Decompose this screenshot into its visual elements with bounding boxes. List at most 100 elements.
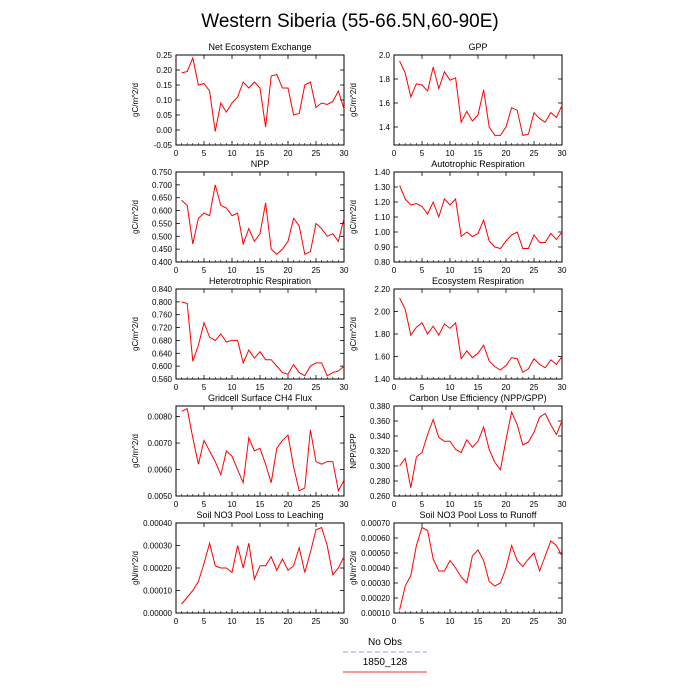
panel-title: Autotrophic Respiration bbox=[431, 159, 525, 169]
y-tick-label: 0.10 bbox=[156, 96, 172, 105]
x-tick-label: 30 bbox=[340, 149, 349, 158]
x-tick-label: 5 bbox=[420, 383, 425, 392]
y-tick-label: 0.600 bbox=[152, 362, 173, 371]
panel-title: Net Ecosystem Exchange bbox=[208, 42, 311, 52]
legend-item-1850-128: 1850_128 bbox=[343, 657, 427, 673]
y-tick-label: 0.0070 bbox=[148, 439, 173, 448]
x-tick-label: 25 bbox=[530, 149, 539, 158]
panel-heterotrophic-respiration: Heterotrophic Respiration 0 5 10 15 20 25 30 0.5… bbox=[131, 276, 349, 392]
x-tick-label: 30 bbox=[340, 500, 349, 509]
panel-title: Gridcell Surface CH4 Flux bbox=[208, 393, 313, 403]
y-tick-label: -0.05 bbox=[154, 141, 173, 150]
y-tick-label: 0.680 bbox=[152, 336, 173, 345]
x-tick-label: 0 bbox=[174, 266, 179, 275]
x-tick-label: 10 bbox=[228, 500, 237, 509]
x-tick-label: 10 bbox=[228, 383, 237, 392]
x-tick-label: 10 bbox=[446, 617, 455, 626]
y-axis-label: gN/m^2/d bbox=[131, 551, 140, 585]
y-axis-label: gC/m^2/d bbox=[349, 83, 358, 117]
legend-label: 1850_128 bbox=[363, 657, 408, 668]
y-tick-label: 0.760 bbox=[152, 311, 173, 320]
y-tick-label: 0.750 bbox=[152, 168, 173, 177]
x-tick-label: 15 bbox=[474, 266, 483, 275]
x-tick-label: 15 bbox=[256, 266, 265, 275]
y-axis-label: gN/m^2/d bbox=[349, 551, 358, 585]
x-tick-label: 5 bbox=[202, 266, 207, 275]
y-tick-label: 2.20 bbox=[374, 285, 390, 294]
panel-title: Soil NO3 Pool Loss to Leaching bbox=[196, 510, 323, 520]
y-tick-label: 0.25 bbox=[156, 51, 172, 60]
x-tick-label: 25 bbox=[312, 617, 321, 626]
plot-frame bbox=[393, 171, 563, 263]
x-tick-label: 30 bbox=[340, 617, 349, 626]
y-tick-label: 0.500 bbox=[152, 232, 173, 241]
y-tick-label: 0.0050 bbox=[148, 492, 173, 501]
y-tick-label: 0.80 bbox=[374, 258, 390, 267]
y-tick-label: 0.280 bbox=[370, 477, 391, 486]
x-tick-label: 25 bbox=[530, 266, 539, 275]
x-tick-label: 5 bbox=[202, 500, 207, 509]
y-tick-label: 1.00 bbox=[374, 228, 390, 237]
plot-frame bbox=[393, 288, 563, 380]
series-line bbox=[399, 60, 563, 136]
x-tick-label: 30 bbox=[558, 500, 567, 509]
y-tick-label: 1.6 bbox=[379, 99, 391, 108]
y-tick-label: 0.15 bbox=[156, 81, 172, 90]
y-tick-label: 0.00060 bbox=[361, 534, 390, 543]
x-tick-label: 20 bbox=[502, 500, 511, 509]
x-tick-label: 10 bbox=[228, 266, 237, 275]
y-tick-label: 0.340 bbox=[370, 432, 391, 441]
x-tick-label: 10 bbox=[446, 149, 455, 158]
panel-soil-no3-pool-loss-to-runoff: Soil NO3 Pool Loss to Runoff 0 5 10 15 20 25 30… bbox=[349, 510, 567, 626]
y-tick-label: 0.550 bbox=[152, 219, 173, 228]
series-line bbox=[399, 410, 563, 488]
plot-frame bbox=[393, 54, 563, 146]
series-line bbox=[399, 526, 563, 611]
panel-npp: NPP 0 5 10 15 20 25 30 0.400 0.450 0.500 0.550 0.600… bbox=[131, 159, 349, 275]
y-tick-label: 1.20 bbox=[374, 198, 390, 207]
x-tick-label: 20 bbox=[502, 266, 511, 275]
y-tick-label: 0.300 bbox=[370, 462, 391, 471]
y-tick-label: 0.360 bbox=[370, 417, 391, 426]
y-axis-label: NPP/GPP bbox=[349, 433, 358, 469]
x-tick-label: 20 bbox=[502, 149, 511, 158]
panel-autotrophic-respiration: Autotrophic Respiration 0 5 10 15 20 25 30 0.80 0… bbox=[349, 159, 567, 275]
y-tick-label: 1.40 bbox=[374, 168, 390, 177]
panel-soil-no3-pool-loss-to-leaching: Soil NO3 Pool Loss to Leaching 0 5 10 15 20 25… bbox=[131, 510, 349, 626]
x-tick-label: 25 bbox=[530, 500, 539, 509]
y-tick-label: 0.00070 bbox=[361, 519, 390, 528]
x-tick-label: 5 bbox=[420, 149, 425, 158]
y-tick-label: 0.640 bbox=[152, 349, 173, 358]
y-tick-label: 0.260 bbox=[370, 492, 391, 501]
y-axis-label: gC/m^2/d bbox=[131, 200, 140, 234]
y-tick-label: 1.30 bbox=[374, 183, 390, 192]
legend: No Obs 1850_128 bbox=[343, 637, 427, 673]
y-tick-label: 0.400 bbox=[152, 258, 173, 267]
x-tick-label: 5 bbox=[202, 383, 207, 392]
x-tick-label: 15 bbox=[256, 383, 265, 392]
x-tick-label: 30 bbox=[558, 617, 567, 626]
series-line bbox=[181, 56, 345, 132]
y-tick-label: 0.05 bbox=[156, 111, 172, 120]
y-tick-label: 0.90 bbox=[374, 243, 390, 252]
x-tick-label: 20 bbox=[284, 266, 293, 275]
x-tick-label: 30 bbox=[558, 383, 567, 392]
y-tick-label: 0.00010 bbox=[143, 587, 172, 596]
plot-frame bbox=[175, 171, 345, 263]
y-tick-label: 2.00 bbox=[374, 308, 390, 317]
y-tick-label: 0.00040 bbox=[143, 519, 172, 528]
panel-title: NPP bbox=[251, 159, 270, 169]
y-axis-label: gC/m^2/d bbox=[349, 317, 358, 351]
series-line bbox=[181, 407, 345, 493]
x-tick-label: 15 bbox=[474, 617, 483, 626]
y-axis-label: gC/m^2/d bbox=[131, 317, 140, 351]
legend-label: No Obs bbox=[368, 637, 402, 648]
x-tick-label: 30 bbox=[340, 266, 349, 275]
x-tick-label: 0 bbox=[392, 383, 397, 392]
x-tick-label: 0 bbox=[174, 617, 179, 626]
x-tick-label: 0 bbox=[174, 149, 179, 158]
y-tick-label: 1.4 bbox=[379, 123, 391, 132]
x-tick-label: 10 bbox=[446, 383, 455, 392]
x-tick-label: 25 bbox=[312, 383, 321, 392]
